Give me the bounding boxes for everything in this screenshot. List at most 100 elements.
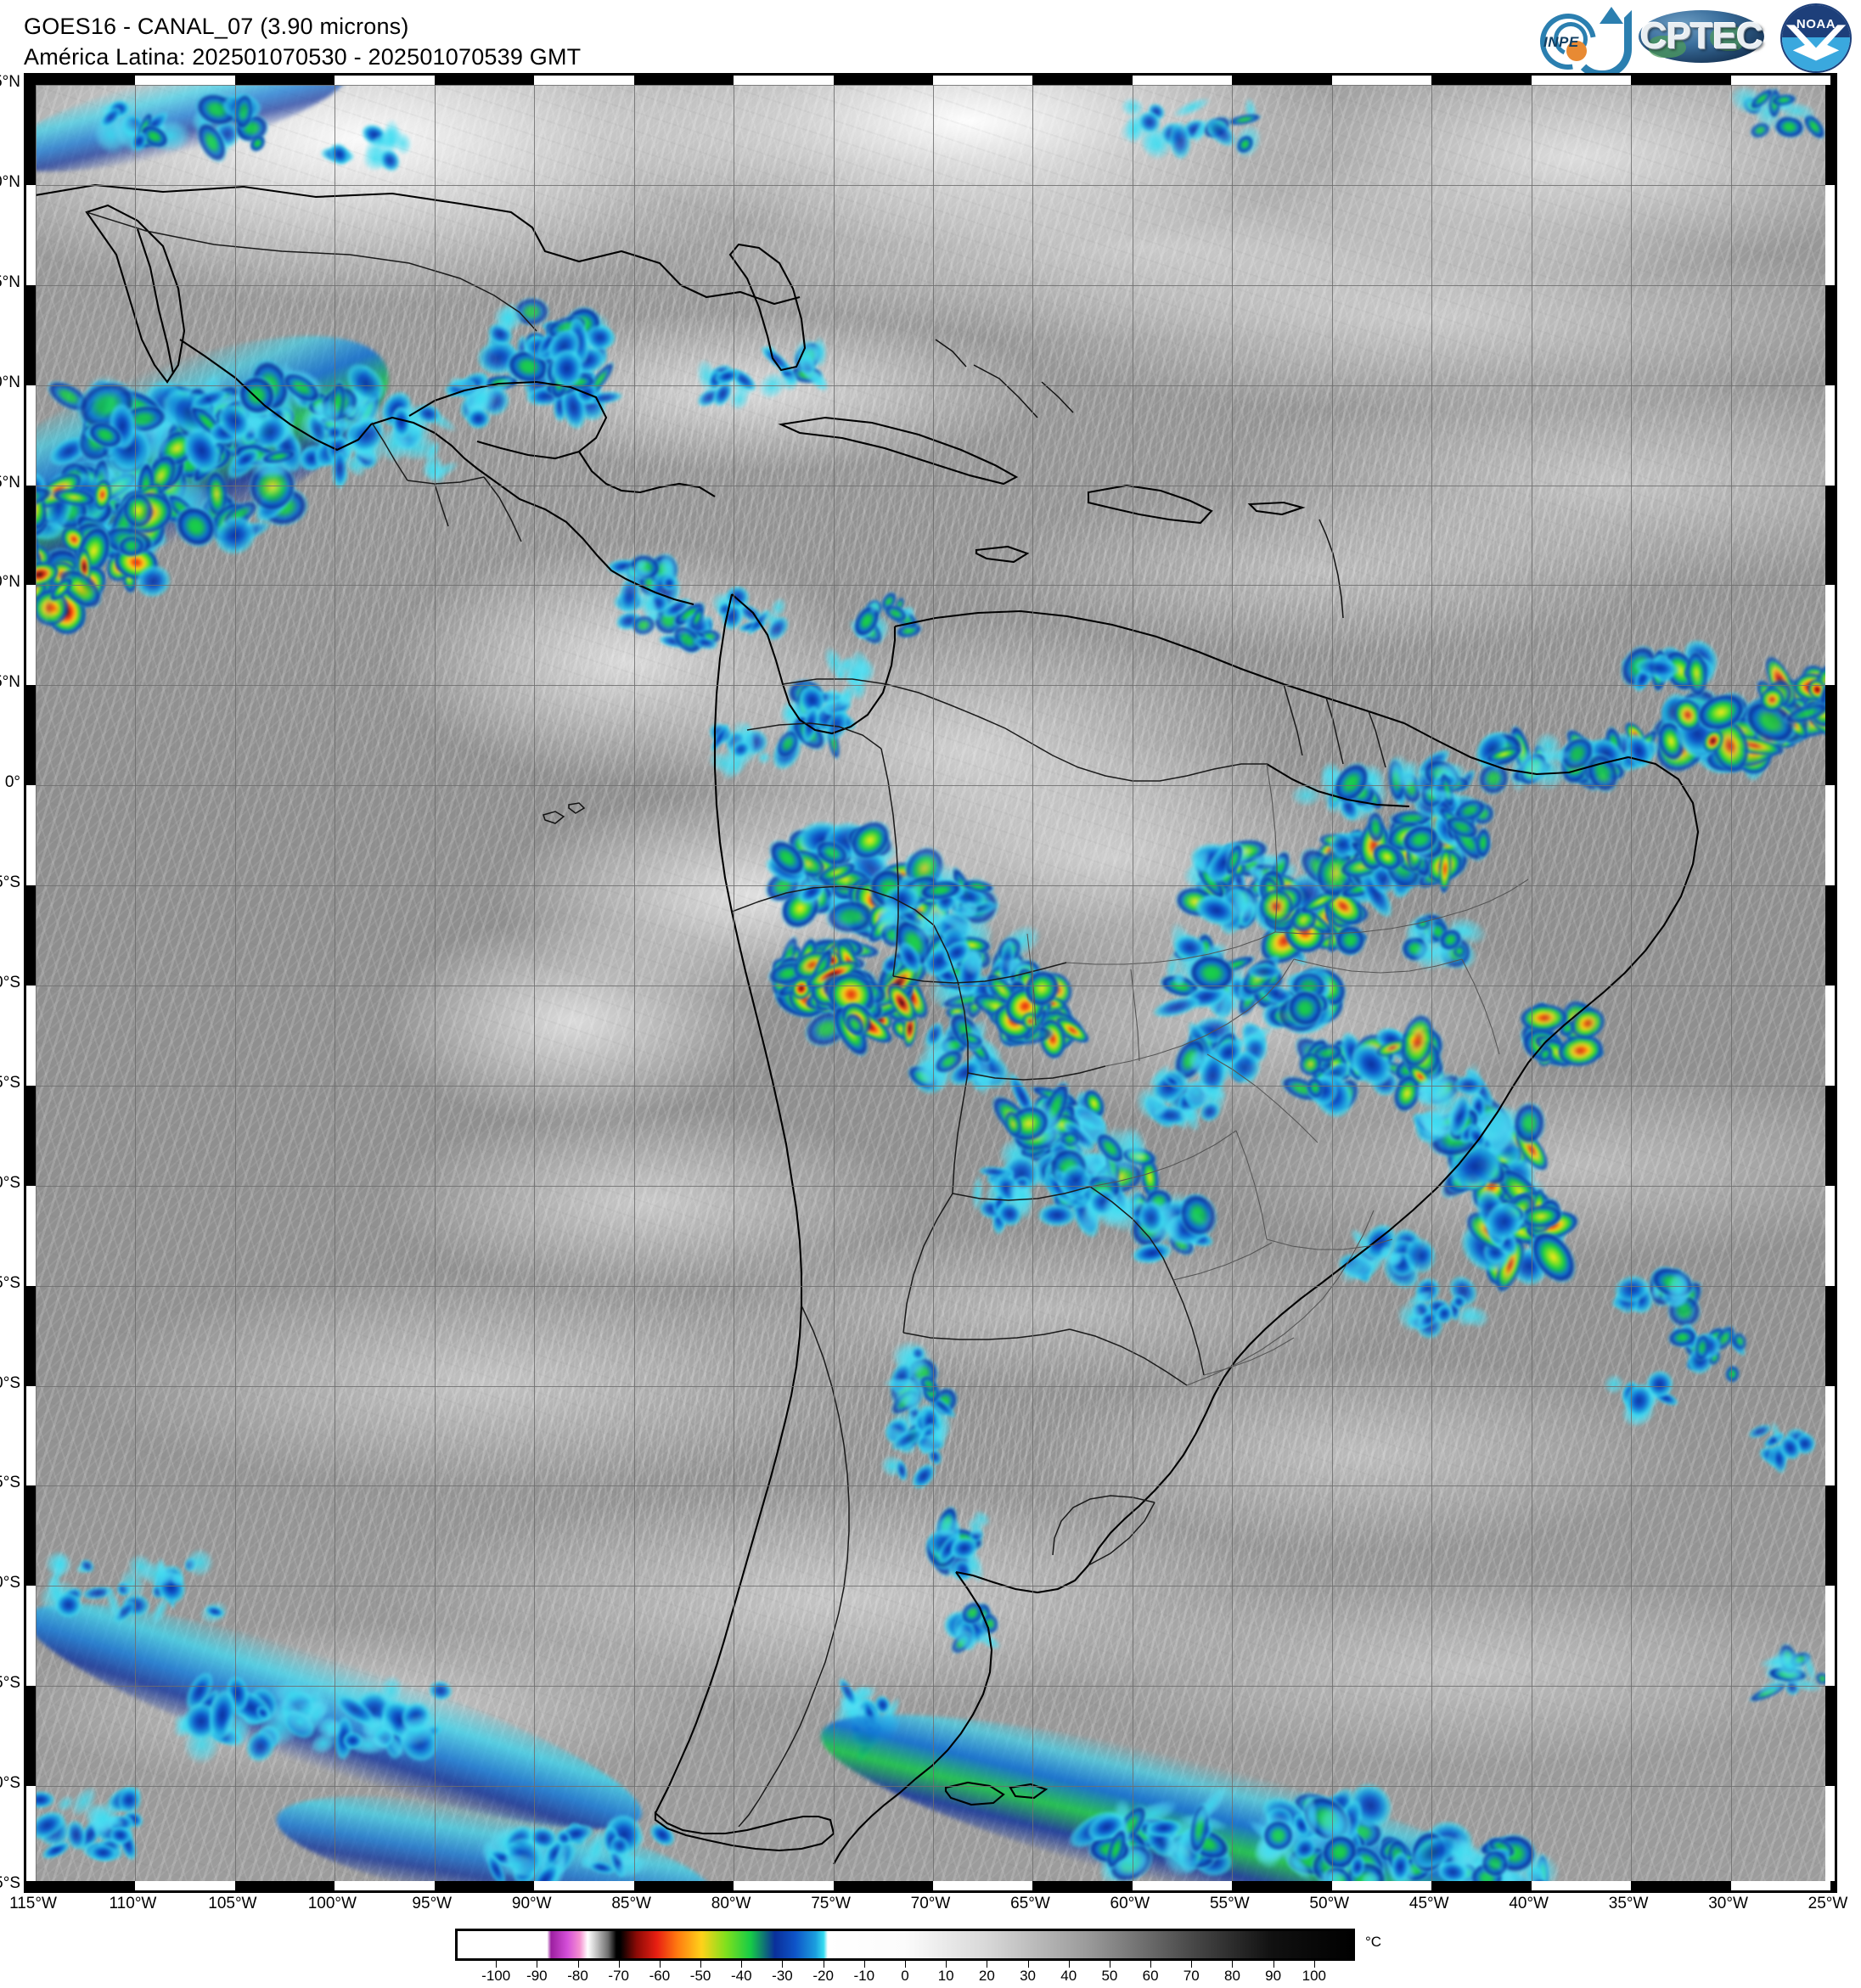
bottom-tick-frame [26,1881,1835,1890]
frame-tick-segment [734,1881,834,1890]
coastlines [36,185,1698,1864]
colorbar-tick [577,1961,579,1968]
colorbar-tick-label: -30 [772,1968,793,1984]
colorbar-tick-label: -70 [608,1968,630,1984]
frame-tick-segment [1825,385,1835,486]
frame-tick-segment [1825,685,1835,786]
colorbar: -100 -90 -80 -70 -60 -50 -40 -30 -20 -10 0 10 20 30 40… [455,1929,1382,1984]
frame-tick-segment [36,1881,136,1890]
title-block: GOES16 - CANAL_07 (3.90 microns) América… [24,12,581,72]
colorbar-strip [455,1929,1355,1961]
noaa-logo-text: NOAA [1796,17,1836,32]
lat-tick-label: 50°S [0,1774,20,1793]
colorbar-unit-label: °C [1365,1934,1382,1950]
frame-tick-segment [1531,1881,1632,1890]
colorbar-tick-label: -50 [689,1968,711,1984]
lat-tick-label: 55°S [0,1874,20,1892]
inpe-logo-text: INPE [1543,34,1579,50]
lat-tick-label: 5°S [0,873,20,892]
gridline-lat [36,1185,1830,1187]
colorbar-tick [1068,1961,1070,1968]
frame-tick-segment [1232,1881,1332,1890]
longitude-axis: 115°W 110°W 105°W 100°W 95°W 90°W 85°W 80°W 75°W… [9,1895,1847,1923]
lon-tick-label: 50°W [1309,1895,1350,1912]
frame-tick-segment [26,85,36,185]
lat-tick-label: 10°S [0,974,20,991]
frame-tick-segment [1032,1881,1133,1890]
lat-tick-label: 20°N [0,373,20,391]
lon-tick-label: 40°W [1509,1895,1549,1912]
cptec-globe-icon [1639,10,1764,63]
inpe-dot-icon [1566,41,1587,61]
right-tick-frame [1825,76,1835,1890]
lat-tick-label: 5°N [0,673,20,692]
colorbar-tick [1027,1961,1029,1968]
frame-tick-segment [933,76,1033,85]
frame-tick-segment [26,885,36,986]
frame-tick-segment [135,76,235,85]
gridline-lat [36,585,1830,587]
frame-tick-segment [26,284,36,385]
gridline-lat [36,385,1830,386]
colorbar-tick-label: 30 [1020,1968,1036,1984]
colorbar-tick-label: 100 [1302,1968,1326,1984]
lon-tick-label: 65°W [1010,1895,1050,1912]
frame-tick-segment [1132,1881,1233,1890]
colorbar-tick-label: 60 [1142,1968,1159,1984]
colorbar-tick [659,1961,661,1968]
latitude-axis: 35°N 30°N 25°N 20°N 15°N 10°N 5°N 0° 5°S 10°S 15°S… [0,73,24,1893]
noaa-logo: NOAA [1779,3,1852,73]
frame-tick-segment [26,1485,36,1586]
gridline-lat [36,1385,1830,1387]
cptec-landmass-icon [1649,36,1686,58]
lat-tick-label: 30°S [0,1373,20,1392]
header: GOES16 - CANAL_07 (3.90 microns) América… [0,0,1861,81]
colorbar-tick [496,1961,498,1968]
frame-tick-segment [1825,1285,1835,1386]
frame-tick-segment [26,1185,36,1286]
frame-tick-segment [1631,76,1731,85]
lat-tick-label: 45°S [0,1674,20,1693]
colorbar-tick-label: 10 [937,1968,954,1984]
colorbar-tick-label: 50 [1101,1968,1118,1984]
lon-tick-label: 55°W [1209,1895,1250,1912]
frame-tick-segment [26,785,36,886]
frame-tick-segment [1825,1586,1835,1687]
frame-tick-segment [1825,1686,1835,1787]
lat-tick-label: 20°S [0,1173,20,1192]
frame-tick-segment [1825,1485,1835,1586]
frame-tick-segment [26,1085,36,1186]
frame-tick-segment [1825,184,1835,285]
frame-tick-segment [26,685,36,786]
frame-tick-segment [135,1881,235,1890]
frame-tick-segment [26,986,36,1086]
colorbar-tick-label: 90 [1265,1968,1282,1984]
frame-tick-segment [26,385,36,486]
lon-tick-label: 45°W [1408,1895,1449,1912]
lat-tick-label: 25°S [0,1273,20,1292]
colorbar-gradient [458,1931,1352,1958]
lon-tick-label: 35°W [1608,1895,1649,1912]
colorbar-tick [741,1961,743,1968]
colorbar-tick [946,1961,947,1968]
frame-tick-segment [1431,76,1532,85]
lon-tick-label: 70°W [910,1895,951,1912]
frame-tick-segment [234,76,335,85]
frame-tick-segment [534,76,634,85]
frame-tick-segment [1825,485,1835,586]
colorbar-tick [1273,1961,1274,1968]
colorbar-tick-label: 0 [901,1968,909,1984]
frame-tick-segment [1825,85,1835,185]
frame-tick-segment [26,1285,36,1386]
gridline-lat [36,1485,1830,1487]
frame-tick-segment [933,1881,1033,1890]
lon-tick-label: 100°W [307,1895,357,1912]
frame-tick-segment [1730,76,1830,85]
frame-tick-segment [26,1385,36,1486]
frame-tick-segment [1825,885,1835,986]
colorbar-tick [782,1961,784,1968]
colorbar-tick-label: -20 [812,1968,834,1984]
logo-group: INPE CPTEC NOAA [1529,2,1852,81]
frame-tick-segment [1825,284,1835,385]
cptec-landmass2-icon [1710,25,1744,51]
